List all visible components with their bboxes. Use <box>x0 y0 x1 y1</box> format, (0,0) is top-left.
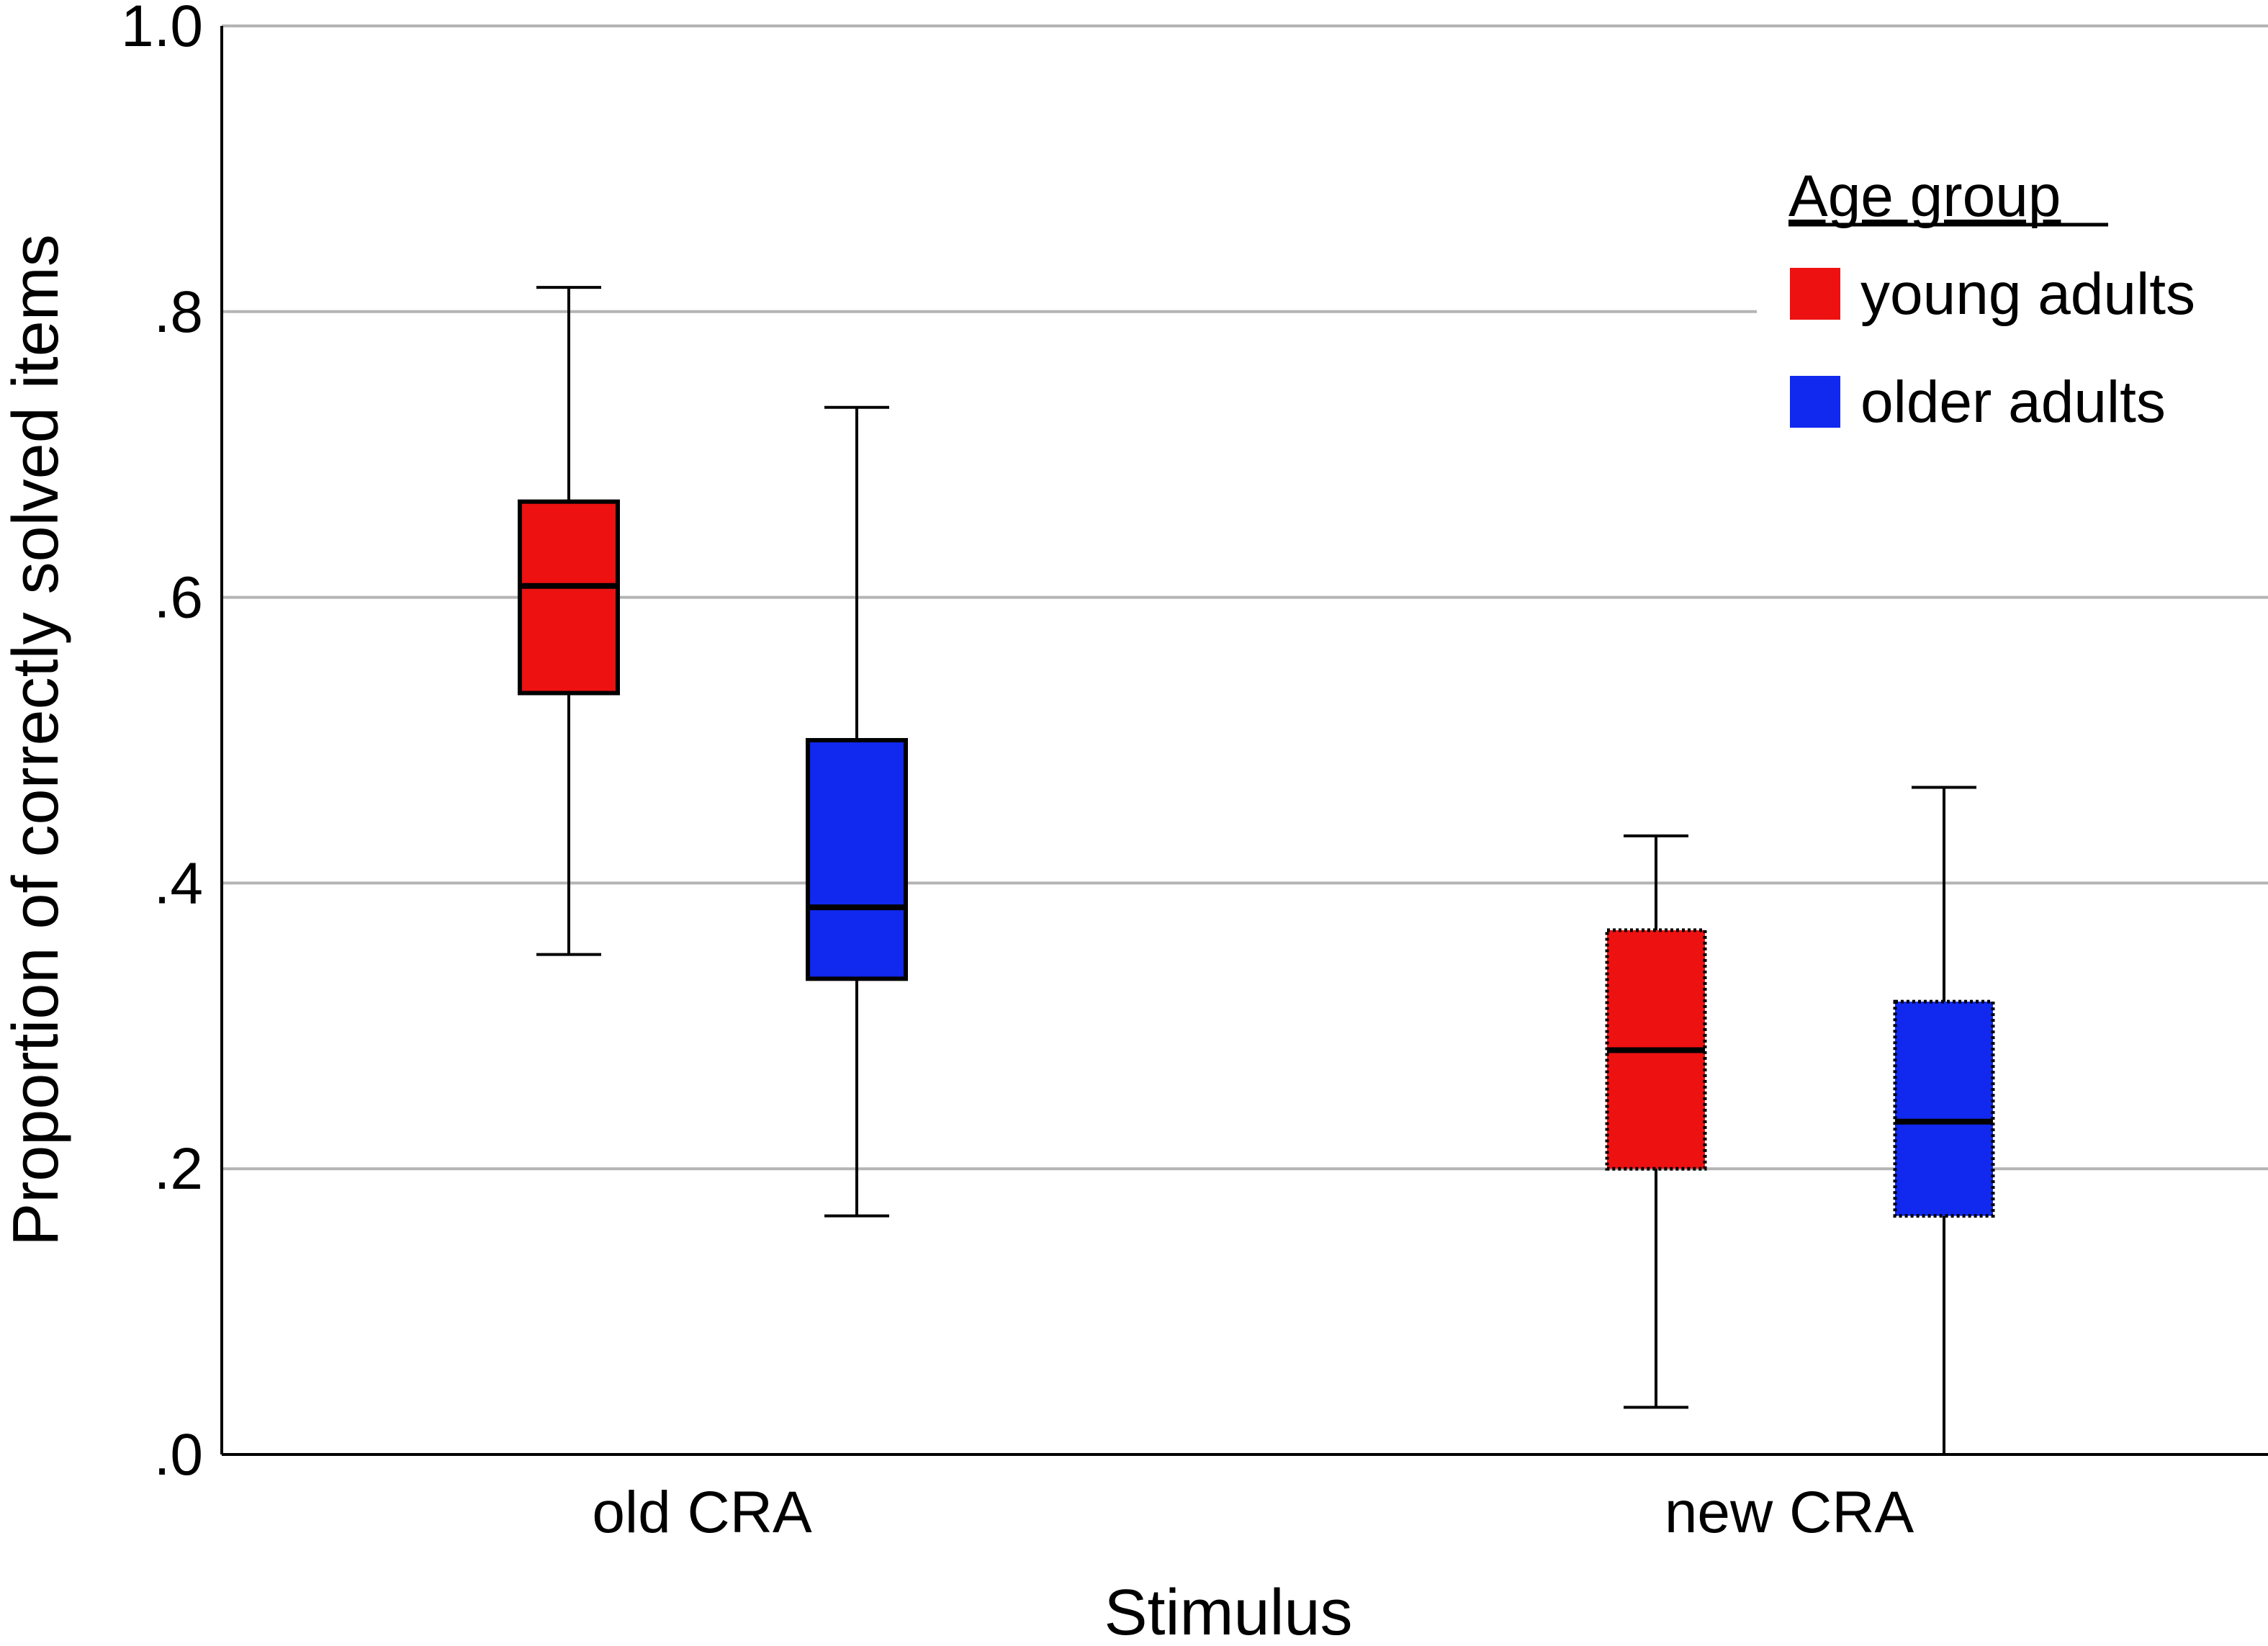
box-older-adults-old-CRA <box>806 405 908 1218</box>
y-tick-label: .4 <box>154 850 203 916</box>
box-iqr <box>806 738 908 981</box>
x-axis-title: Stimulus <box>1104 1577 1352 1646</box>
y-tick-label: .0 <box>154 1422 203 1488</box>
y-tick-label: 1.0 <box>121 0 203 59</box>
legend-title: Age group <box>1788 163 2061 229</box>
box-iqr <box>518 499 620 696</box>
x-category-labels: old CRA new CRA <box>592 1480 1914 1545</box>
box-young-adults-new-CRA <box>1605 834 1707 1409</box>
y-tick-label: .8 <box>154 279 203 345</box>
x-category-label: new CRA <box>1665 1480 1914 1545</box>
legend-swatch <box>1790 376 1840 428</box>
box-older-adults-new-CRA <box>1893 786 1995 1456</box>
y-tick-labels: .0 .2 .4 .6 .8 1.0 <box>121 0 203 1488</box>
axes <box>220 26 2268 1456</box>
legend-items: young adults older adults <box>1790 261 2195 435</box>
box-iqr <box>1893 999 1995 1218</box>
legend-background <box>1757 144 2268 475</box>
x-category-label: old CRA <box>592 1480 812 1545</box>
y-axis-title: Proportion of correctly solved items <box>0 234 72 1246</box>
legend-label: older adults <box>1860 369 2166 435</box>
box-young-adults-old-CRA <box>518 286 620 956</box>
y-tick-label: .6 <box>154 565 203 631</box>
legend-swatch <box>1790 268 1840 320</box>
y-tick-label: .2 <box>154 1136 203 1202</box>
legend-label: young adults <box>1860 261 2195 327</box>
legend: Age group young adults older adults <box>1757 144 2268 475</box>
box-series <box>518 286 1995 1456</box>
